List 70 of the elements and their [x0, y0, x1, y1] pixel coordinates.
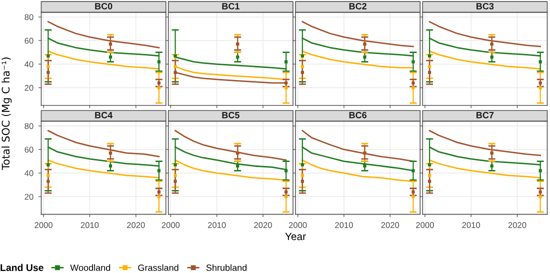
point — [174, 180, 177, 183]
point — [428, 174, 432, 177]
y-tick-label: 40 — [24, 61, 34, 68]
x-tick-label: 2000 — [34, 222, 52, 228]
point — [428, 180, 432, 183]
x-tick-label: 2000 — [288, 222, 307, 228]
point — [157, 169, 161, 172]
point — [236, 164, 240, 168]
chart-title: BC1 — [222, 3, 240, 10]
point — [412, 60, 415, 64]
y-axis-title: Total SOC (Mg C ha⁻¹) — [2, 58, 12, 170]
x-tick-label: 2020 — [127, 222, 145, 228]
y-tick-label: 80 — [24, 14, 34, 20]
x-tick-label: 2010 — [335, 222, 353, 228]
point — [300, 180, 304, 183]
legend-label: Shrubland — [206, 264, 247, 271]
point — [428, 64, 432, 68]
point — [490, 164, 494, 168]
y-tick-label: 40 — [24, 170, 34, 176]
x-tick-label: 2010 — [462, 222, 480, 228]
x-tick-label: 2020 — [508, 222, 526, 228]
legend-title: Land Use — [0, 264, 44, 272]
x-axis-title: Year — [285, 232, 306, 240]
point — [174, 174, 177, 177]
y-tick-label: 60 — [24, 38, 34, 44]
x-tick-label: 2000 — [416, 222, 434, 228]
line-series — [47, 50, 160, 70]
chart-title: BC3 — [476, 3, 494, 10]
y-tick-label: 60 — [24, 146, 34, 153]
point — [174, 70, 177, 74]
point — [428, 70, 432, 74]
x-tick-label: 2010 — [208, 222, 226, 228]
chart-title: BC4 — [95, 112, 113, 118]
legend-label: Woodland — [70, 264, 110, 271]
point — [236, 56, 240, 59]
point — [538, 169, 542, 172]
point — [300, 70, 304, 74]
chart-title: BC0 — [95, 3, 112, 10]
point — [300, 64, 304, 68]
point — [300, 174, 304, 177]
point — [46, 70, 50, 74]
x-tick-label: 2010 — [80, 222, 99, 228]
point — [108, 56, 112, 59]
y-tick-label: 20 — [24, 84, 34, 91]
point — [490, 56, 494, 59]
x-tick-label: 2000 — [162, 222, 180, 228]
line-series — [47, 159, 160, 178]
point — [284, 60, 288, 64]
chart-title: BC6 — [349, 112, 367, 118]
point — [363, 164, 366, 168]
point — [46, 180, 50, 183]
line-series — [47, 130, 160, 158]
x-tick-label: 2020 — [381, 222, 400, 228]
y-tick-label: 20 — [24, 194, 34, 200]
chart-title: BC2 — [349, 3, 366, 10]
point — [284, 169, 288, 172]
point — [412, 169, 415, 172]
point — [108, 164, 112, 168]
y-tick-label: 80 — [24, 123, 34, 130]
point — [46, 64, 50, 68]
legend-label: Grassland — [138, 264, 178, 271]
line-series — [47, 21, 160, 48]
chart-title: BC5 — [222, 112, 240, 118]
x-tick-label: 2020 — [254, 222, 272, 228]
point — [157, 60, 161, 64]
point — [363, 56, 366, 59]
chart-title: BC7 — [476, 112, 494, 118]
point — [538, 60, 542, 64]
point — [174, 64, 177, 68]
point — [46, 174, 50, 177]
